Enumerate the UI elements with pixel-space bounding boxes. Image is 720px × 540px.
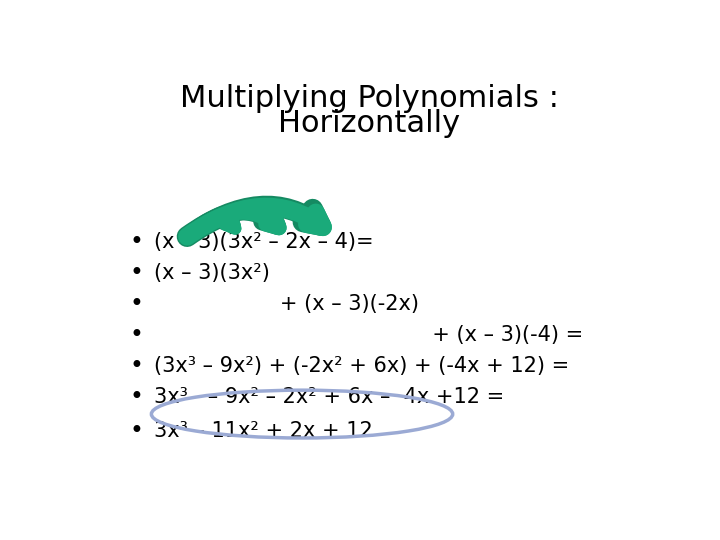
Text: (x – 3)(3x²): (x – 3)(3x²) bbox=[154, 262, 270, 283]
Text: 3x³   – 9x² – 2x² + 6x –  4x +12 =: 3x³ – 9x² – 2x² + 6x – 4x +12 = bbox=[154, 387, 505, 408]
Text: + (x – 3)(-2x): + (x – 3)(-2x) bbox=[154, 294, 419, 314]
Text: •: • bbox=[129, 230, 143, 253]
Text: Horizontally: Horizontally bbox=[278, 109, 460, 138]
Text: + (x – 3)(-4) =: + (x – 3)(-4) = bbox=[154, 325, 583, 345]
Text: (x – 3)(3x² – 2x – 4)=: (x – 3)(3x² – 2x – 4)= bbox=[154, 232, 374, 252]
Text: •: • bbox=[129, 323, 143, 347]
Text: •: • bbox=[129, 261, 143, 285]
Text: •: • bbox=[129, 354, 143, 378]
Text: •: • bbox=[129, 418, 143, 443]
Text: •: • bbox=[129, 292, 143, 316]
Text: (3x³ – 9x²) + (-2x² + 6x) + (-4x + 12) =: (3x³ – 9x²) + (-2x² + 6x) + (-4x + 12) = bbox=[154, 356, 570, 376]
Text: 3x³ – 11x² + 2x + 12: 3x³ – 11x² + 2x + 12 bbox=[154, 421, 373, 441]
Text: •: • bbox=[129, 386, 143, 409]
Text: Multiplying Polynomials :: Multiplying Polynomials : bbox=[179, 84, 559, 112]
